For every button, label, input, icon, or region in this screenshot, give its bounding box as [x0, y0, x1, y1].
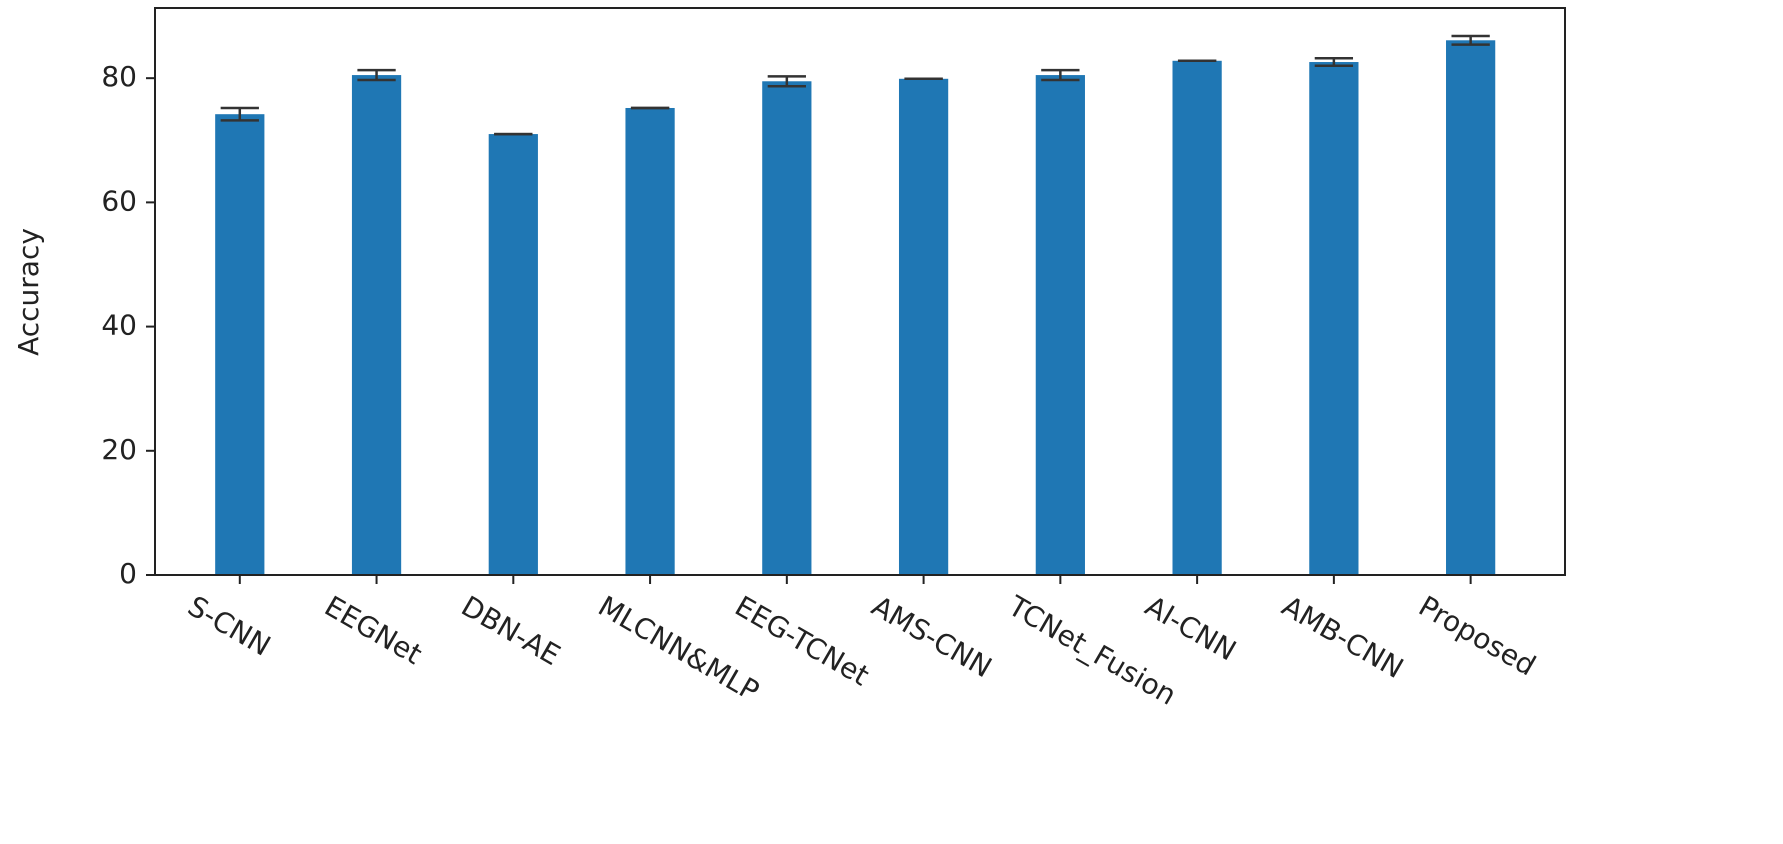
error-bar [357, 68, 396, 82]
y-tick-label: 20 [101, 433, 137, 466]
bar [1035, 75, 1085, 575]
x-tick-label: AI-CNN [1140, 589, 1242, 667]
y-axis-label: Accuracy [12, 228, 45, 356]
y-tick-label: 60 [101, 184, 137, 217]
bar [351, 75, 402, 575]
bar [215, 114, 265, 576]
error-bar [1451, 34, 1490, 46]
error-bar [767, 75, 806, 88]
bar [762, 81, 812, 575]
error-bar [1314, 57, 1354, 68]
y-tick-label: 40 [101, 309, 137, 342]
x-tick-label: AMB-CNN [1276, 589, 1409, 685]
x-tick-label: S-CNN [182, 589, 276, 662]
error-bar [220, 106, 259, 122]
error-bar [1041, 68, 1080, 82]
x-tick-label: DBN-AE [456, 589, 566, 672]
plot-frame [154, 7, 1566, 576]
x-tick-label: Proposed [1413, 589, 1541, 682]
x-tick-label: AMS-CNN [866, 589, 997, 684]
bar [1309, 62, 1359, 576]
bar [1172, 60, 1222, 575]
y-tick-label: 0 [119, 557, 137, 590]
bar [625, 107, 675, 575]
bar [1446, 40, 1496, 576]
x-tick-label: EEGNet [319, 589, 428, 671]
bar [898, 78, 949, 576]
bar [488, 134, 538, 575]
y-tick-label: 80 [101, 60, 137, 93]
